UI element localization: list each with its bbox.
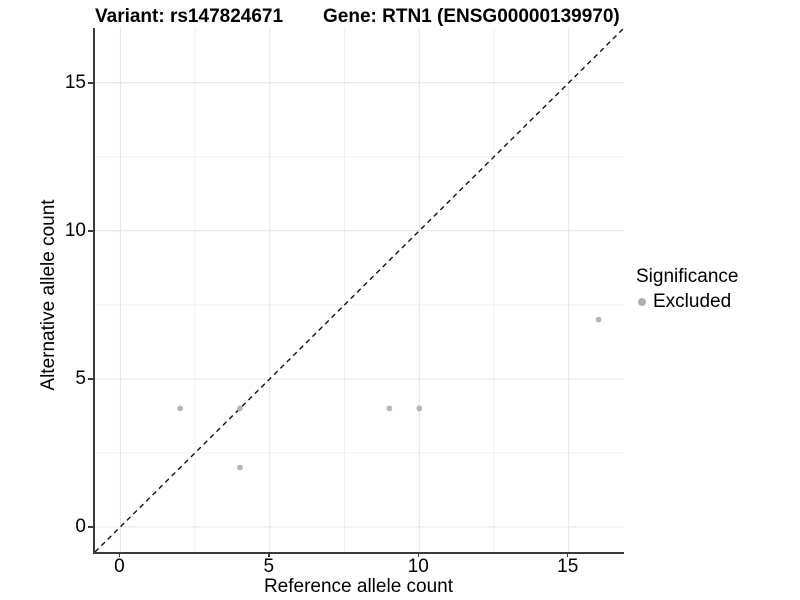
legend-title: Significance (636, 266, 739, 287)
y-tick-label: 0 (75, 515, 86, 537)
excluded-point-icon (638, 298, 646, 306)
data-point (177, 405, 184, 412)
x-tick-label: 5 (263, 556, 275, 577)
x-tick-label: 0 (114, 556, 125, 577)
y-tick-mark (88, 378, 93, 380)
y-tick-mark (88, 230, 93, 232)
scatter-plot-canvas (95, 28, 624, 552)
data-point (237, 405, 243, 412)
x-tick-mark (566, 552, 569, 557)
data-point (237, 464, 243, 471)
y-tick-mark (88, 82, 93, 84)
data-point (386, 405, 393, 412)
x-tick-mark (118, 552, 121, 557)
y-tick-label: 10 (64, 219, 86, 241)
variant-title: Variant: rs147824671 (95, 6, 284, 27)
data-point (595, 316, 602, 323)
identity-dashed-line (95, 28, 624, 552)
x-axis-title: Reference allele count (263, 576, 454, 597)
y-tick-label: 5 (75, 367, 86, 389)
x-tick-label: 15 (557, 556, 579, 577)
plot-panel (93, 28, 624, 554)
gene-title: Gene: RTN1 (ENSG00000139970) (323, 6, 620, 27)
x-tick-label: 10 (407, 556, 429, 577)
legend-item-excluded: Excluded (638, 291, 738, 313)
y-tick-label: 15 (64, 71, 86, 93)
legend: Significance Excluded (636, 266, 738, 313)
x-tick-mark (268, 552, 270, 557)
x-tick-mark (417, 552, 420, 557)
legend-item-label: Excluded (653, 291, 732, 312)
y-tick-mark (88, 526, 93, 528)
data-point (416, 405, 423, 412)
